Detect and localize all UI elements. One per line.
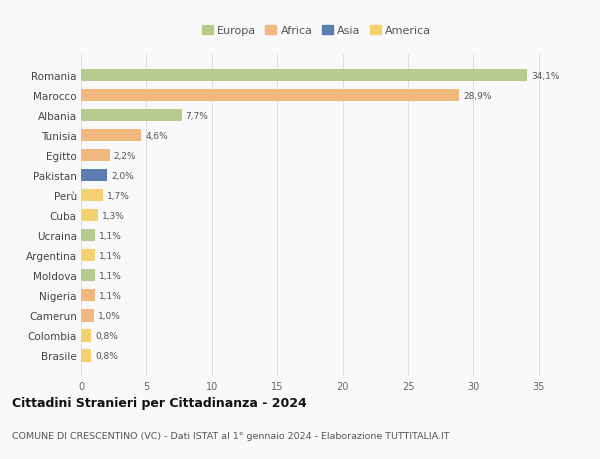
Text: 1,1%: 1,1% xyxy=(100,271,122,280)
Text: 28,9%: 28,9% xyxy=(463,91,491,101)
Text: 1,1%: 1,1% xyxy=(100,251,122,260)
Bar xyxy=(81,110,182,122)
Text: COMUNE DI CRESCENTINO (VC) - Dati ISTAT al 1° gennaio 2024 - Elaborazione TUTTIT: COMUNE DI CRESCENTINO (VC) - Dati ISTAT … xyxy=(12,431,449,440)
Text: 1,3%: 1,3% xyxy=(102,211,125,220)
Bar xyxy=(81,250,95,262)
Bar xyxy=(81,230,95,242)
Text: 34,1%: 34,1% xyxy=(531,72,560,80)
Text: 0,8%: 0,8% xyxy=(95,351,118,360)
Text: 2,2%: 2,2% xyxy=(114,151,136,160)
Text: 2,0%: 2,0% xyxy=(111,171,134,180)
Text: 0,8%: 0,8% xyxy=(95,331,118,340)
Bar xyxy=(81,150,110,162)
Bar xyxy=(81,90,459,102)
Bar xyxy=(81,290,95,302)
Legend: Europa, Africa, Asia, America: Europa, Africa, Asia, America xyxy=(200,24,433,39)
Bar xyxy=(81,330,91,342)
Bar xyxy=(81,70,527,82)
Text: 4,6%: 4,6% xyxy=(145,131,168,140)
Text: 1,7%: 1,7% xyxy=(107,191,130,200)
Bar xyxy=(81,210,98,222)
Text: 1,1%: 1,1% xyxy=(100,231,122,240)
Text: 1,1%: 1,1% xyxy=(100,291,122,300)
Text: 1,0%: 1,0% xyxy=(98,311,121,320)
Bar xyxy=(81,269,95,282)
Bar xyxy=(81,129,141,142)
Bar xyxy=(81,349,91,362)
Text: 7,7%: 7,7% xyxy=(185,112,209,120)
Bar xyxy=(81,169,107,182)
Bar xyxy=(81,190,103,202)
Text: Cittadini Stranieri per Cittadinanza - 2024: Cittadini Stranieri per Cittadinanza - 2… xyxy=(12,396,307,409)
Bar xyxy=(81,309,94,322)
